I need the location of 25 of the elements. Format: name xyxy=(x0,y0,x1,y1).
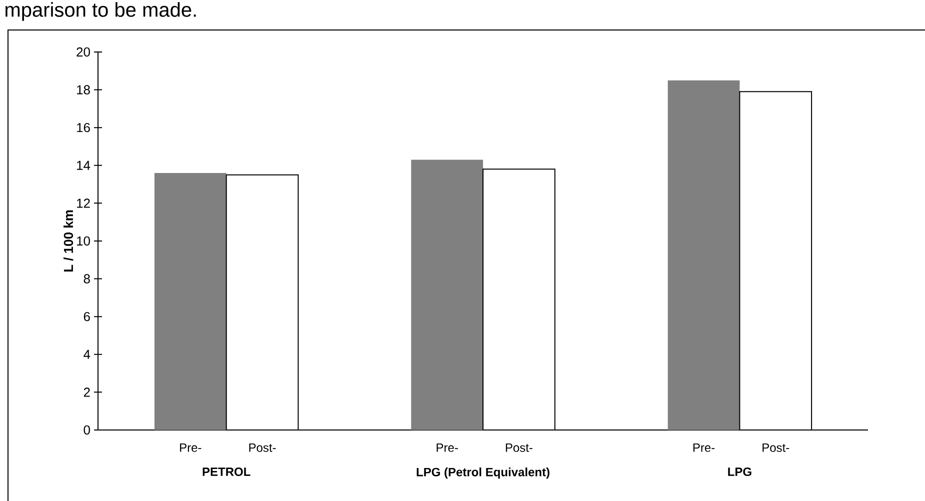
series-label: Post- xyxy=(249,444,276,452)
bar xyxy=(154,172,226,430)
y-tick-label: 12 xyxy=(77,198,90,208)
y-tick-label: 20 xyxy=(76,47,90,57)
y-tick-label: 2 xyxy=(84,388,90,397)
text: Pre- xyxy=(693,444,715,452)
y-tick-label: 0 xyxy=(84,425,90,435)
text: Post- xyxy=(506,444,532,452)
text: mparison to be made. xyxy=(6,2,196,21)
y-tick-label: 14 xyxy=(77,160,90,170)
x-tick-label: LPG xyxy=(728,468,752,476)
y-axis-title: L / 100 km xyxy=(64,210,74,272)
y-tick-label: 18 xyxy=(77,85,90,94)
y-tick-label: 16 xyxy=(77,122,90,132)
y-tick-label: 8 xyxy=(84,274,90,284)
y-tick-label: 4 xyxy=(84,350,90,359)
text: Pre- xyxy=(436,444,458,452)
bar xyxy=(668,80,740,430)
bar xyxy=(411,160,484,430)
x-tick-label: LPG (Petrol Equivalent) xyxy=(416,468,550,479)
y-tick-label: 6 xyxy=(84,312,90,322)
x-tick-label: PETROL xyxy=(202,468,250,476)
series-label: Pre- xyxy=(180,444,202,452)
y-tick-label: 10 xyxy=(77,236,90,246)
text: Post- xyxy=(762,444,790,452)
